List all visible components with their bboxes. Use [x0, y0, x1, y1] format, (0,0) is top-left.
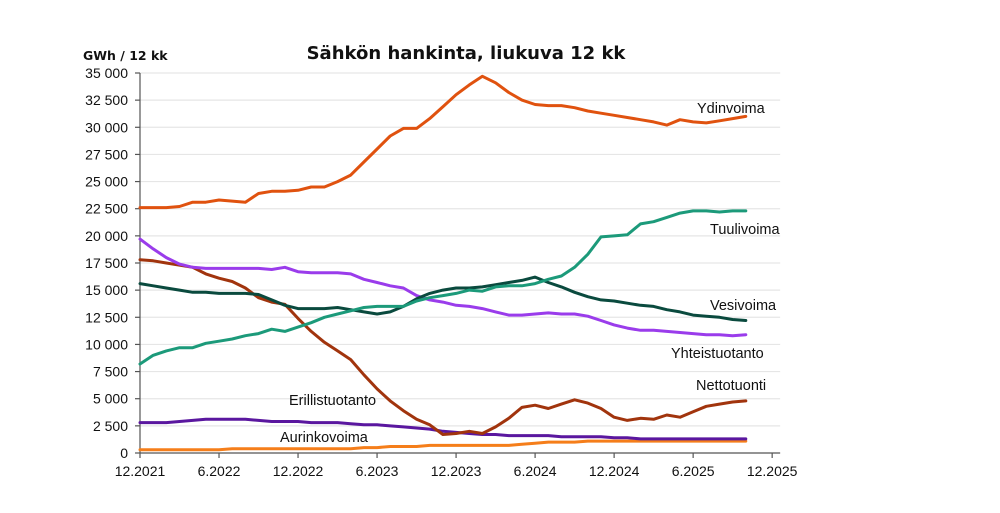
- y-tick-label: 7 500: [93, 364, 128, 380]
- x-tick-label: 12.2024: [589, 463, 640, 479]
- x-tick-label: 12.2021: [115, 463, 166, 479]
- series-label-yhteistuotanto: Yhteistuotanto: [671, 346, 764, 362]
- y-tick-label: 27 500: [85, 146, 128, 162]
- y-tick-label: 17 500: [85, 255, 128, 271]
- series-label-tuulivoima: Tuulivoima: [710, 222, 781, 238]
- series-labels: Ydinvoima Tuulivoima Vesivoima Yhteistuotan…: [280, 101, 781, 446]
- x-tick-label: 12.2025: [747, 463, 798, 479]
- y-tick-label: 20 000: [85, 228, 128, 244]
- chart-title: Sähkön hankinta, liukuva 12 kk: [307, 43, 627, 64]
- series-line-aurinkovoima: [138, 439, 748, 452]
- gridlines: [140, 72, 781, 427]
- y-tick-label: 2 500: [93, 418, 128, 434]
- y-tick-label: 25 000: [85, 174, 128, 190]
- series-line-ydinvoima: [138, 74, 748, 210]
- y-tick-label: 10 000: [85, 336, 128, 352]
- series-lines: [138, 74, 748, 452]
- series-label-vesivoima: Vesivoima: [710, 298, 777, 314]
- y-tick-label: 5 000: [93, 391, 128, 407]
- x-tick-label: 6.2024: [514, 463, 557, 479]
- y-tick-label: 35 000: [85, 65, 128, 81]
- series-label-aurinkovoima: Aurinkovoima: [280, 430, 369, 446]
- series-label-nettotuonti: Nettotuonti: [696, 378, 766, 394]
- y-tick-label: 30 000: [85, 119, 128, 135]
- y-tick-label: 12 500: [85, 309, 128, 325]
- y-tick-label: 22 500: [85, 201, 128, 217]
- series-line-vesivoima: [138, 275, 748, 322]
- x-tick-label: 6.2025: [672, 463, 715, 479]
- y-tick-label: 0: [120, 445, 128, 461]
- y-axis: 0 2 500 5 000 7 500 10 000 12 500 15 000 17 500…: [85, 65, 141, 461]
- series-label-ydinvoima: Ydinvoima: [697, 101, 766, 117]
- x-tick-label: 12.2022: [273, 463, 324, 479]
- x-tick-label: 12.2023: [431, 463, 482, 479]
- x-axis: 12.2021 6.2022 12.2022 6.2023 12.2023 6.2024 1…: [115, 452, 798, 479]
- y-axis-label: GWh / 12 kk: [83, 48, 168, 63]
- series-line-yhteistuotanto: [138, 237, 748, 338]
- series-line-nettotuonti: [138, 258, 748, 436]
- series-line-erillistuotanto: [138, 417, 748, 441]
- y-tick-label: 32 500: [85, 92, 128, 108]
- y-tick-label: 15 000: [85, 282, 128, 298]
- x-tick-label: 6.2023: [356, 463, 399, 479]
- series-label-erillistuotanto: Erillistuotanto: [289, 393, 376, 409]
- x-tick-label: 6.2022: [198, 463, 241, 479]
- series-line-tuulivoima: [138, 209, 748, 366]
